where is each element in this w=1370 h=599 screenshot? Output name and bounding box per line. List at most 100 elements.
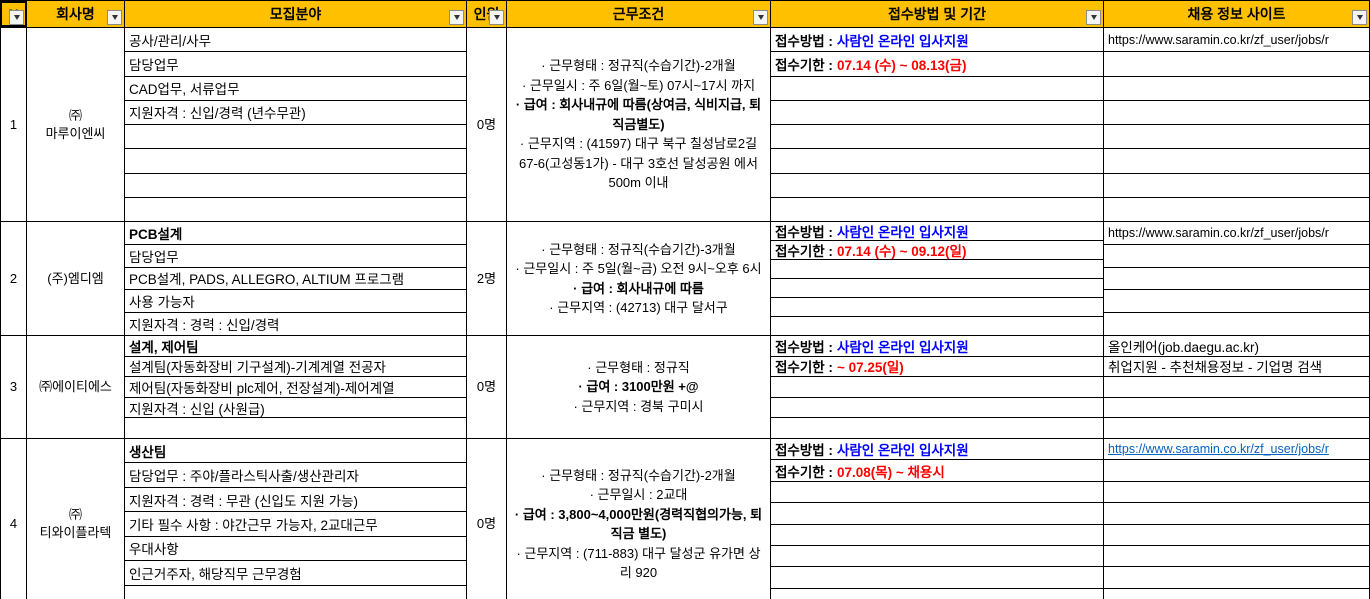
field-subcell-empty[interactable] [125,586,466,599]
cell-headcount[interactable]: 0명 [467,336,507,438]
job-site-name[interactable]: 올인케어(job.daegu.ac.kr) [1104,336,1369,357]
site-subcell-empty[interactable] [1104,482,1369,504]
apply-subcell-empty[interactable] [771,77,1103,101]
apply-subcell-empty[interactable] [771,101,1103,125]
field-subcell[interactable]: 제어팀(자동화장비 plc제어, 전장설계)-제어계열 [125,377,466,398]
field-subcell[interactable]: 지원자격 : 신입 (사원급) [125,398,466,419]
cell-company-name[interactable]: ㈜에이티에스 [27,336,125,438]
cell-company-name[interactable]: ㈜ 티와이플라텍 [27,439,125,599]
cell-company-name[interactable]: (주)엠디엠 [27,222,125,335]
apply-deadline-subcell[interactable]: 접수기한 : 07.14 (수) ~ 09.12(일) [771,241,1103,260]
apply-subcell-empty[interactable] [771,317,1103,335]
header-cell-field[interactable]: 모집분야 [125,1,467,27]
cell-row-number[interactable]: 3 [0,336,27,438]
field-subcell-empty[interactable] [125,418,466,438]
cell-work-conditions[interactable]: · 근무형태 : 정규직(수습기간)-2개월 · 근무일시 : 주 6일(월~토… [507,28,771,221]
job-site-url[interactable]: https://www.saramin.co.kr/zf_user/jobs/r [1104,28,1369,53]
field-subcell[interactable]: 지원자격 : 경력 : 신입/경력 [129,318,280,334]
site-subcell-empty[interactable] [1104,525,1369,546]
apply-subcell-empty[interactable] [771,149,1103,174]
site-subcell-empty[interactable] [1104,313,1369,335]
filter-button[interactable] [449,10,464,25]
field-subcell-title[interactable]: 설계, 제어팀 [125,336,466,357]
site-subcell-empty[interactable] [1104,52,1369,77]
site-subcell-empty[interactable] [1104,198,1369,221]
apply-subcell-empty[interactable] [771,525,1103,546]
header-cell-conditions[interactable]: 근무조건 [507,1,771,27]
apply-method-subcell[interactable]: 접수방법 : 사람인 온라인 입사지원 [771,336,1103,357]
field-subcell[interactable]: 지원자격 : 경력 : 무관 (신입도 지원 가능) [125,488,466,513]
apply-subcell-empty[interactable] [771,398,1103,419]
filter-button[interactable] [1086,10,1101,25]
apply-method-subcell[interactable]: 접수방법 : 사람인 온라인 입사지원 [771,222,1103,241]
apply-subcell-empty[interactable] [771,198,1103,221]
apply-subcell-empty[interactable] [771,418,1103,438]
apply-deadline-subcell[interactable]: 접수기한 : 07.08(목) ~ 채용시 [771,460,1103,482]
apply-subcell-empty[interactable] [771,260,1103,279]
site-subcell-empty[interactable] [1104,567,1369,589]
site-subcell-empty[interactable] [1104,398,1369,419]
cell-headcount[interactable]: 0명 [467,439,507,599]
cell-work-conditions[interactable]: · 근무형태 : 정규직(수습기간)-2개월 · 근무일시 : 2교대 · 급여… [507,439,771,599]
field-subcell[interactable]: PCB설계, PADS, ALLEGRO, ALTIUM 프로그램 [125,268,466,291]
site-subcell-empty[interactable] [1104,245,1369,268]
field-subcell[interactable]: 사용 가능자 [125,290,466,314]
cell-work-conditions[interactable]: · 근무형태 : 정규직 · 급여 : 3100만원 +@ · 근무지역 : 경… [507,336,771,438]
site-subcell-empty[interactable] [1104,125,1369,150]
header-cell-no[interactable]: N [0,1,27,27]
job-site-link[interactable]: https://www.saramin.co.kr/zf_user/jobs/r [1104,439,1369,461]
apply-subcell-empty[interactable] [771,482,1103,504]
job-site-url[interactable]: https://www.saramin.co.kr/zf_user/jobs/r [1104,222,1369,245]
field-subcell[interactable]: CAD업무, 서류업무 [125,77,466,101]
field-subcell-title[interactable]: 생산팀 [125,439,466,464]
apply-method-subcell[interactable]: 접수방법 : 사람인 온라인 입사지원 [771,439,1103,461]
filter-button[interactable] [753,10,768,25]
apply-subcell-empty[interactable] [771,298,1103,317]
apply-deadline-subcell[interactable]: 접수기한 : ~ 07.25(일) [771,357,1103,378]
site-subcell-empty[interactable] [1104,377,1369,398]
filter-button[interactable] [9,10,24,25]
field-subcell-empty[interactable] [125,174,466,198]
field-subcell[interactable]: 설계팀(자동화장비 기구설계)-기계계열 전공자 [125,357,466,378]
job-site-path[interactable]: 취업지원 - 추천채용정보 - 기업명 검색 [1104,357,1369,378]
site-subcell-empty[interactable] [1104,268,1369,291]
field-subcell[interactable]: 기타 필수 사항 : 야간근무 가능자, 2교대근무 [125,512,466,537]
field-subcell[interactable]: 담당업무 [125,245,466,268]
field-subcell[interactable]: 공사/관리/사무 [125,28,466,53]
apply-subcell-empty[interactable] [771,279,1103,298]
apply-subcell-empty[interactable] [771,377,1103,398]
site-subcell-empty[interactable] [1104,77,1369,101]
field-subcell[interactable]: 우대사항 [125,537,466,562]
cell-company-name[interactable]: ㈜ 마루이엔씨 [27,28,125,221]
site-subcell-empty[interactable] [1104,546,1369,568]
site-subcell-empty[interactable] [1104,503,1369,525]
cell-row-number[interactable]: 1 [0,28,27,221]
cell-row-number[interactable]: 2 [0,222,27,335]
header-cell-company[interactable]: 회사명 [27,1,125,27]
cell-row-number[interactable]: 4 [0,439,27,599]
field-subcell[interactable]: 담당업무 [125,52,466,77]
site-subcell-empty[interactable] [1104,418,1369,438]
site-subcell-empty[interactable] [1104,174,1369,198]
apply-method-subcell[interactable]: 접수방법 : 사람인 온라인 입사지원 [771,28,1103,53]
field-subcell[interactable]: 지원자격 : 신입/경력 (년수무관) [125,101,466,125]
cell-work-conditions[interactable]: · 근무형태 : 정규직(수습기간)-3개월 · 근무일시 : 주 5일(월~금… [507,222,771,335]
site-subcell-empty[interactable] [1104,149,1369,174]
apply-subcell-empty[interactable] [771,567,1103,589]
apply-subcell-empty[interactable] [771,503,1103,525]
field-subcell-empty[interactable] [125,149,466,174]
header-cell-count[interactable]: 인원 [467,1,507,27]
field-subcell-empty[interactable] [125,198,466,221]
field-subcell-empty[interactable] [125,125,466,150]
cell-headcount[interactable]: 2명 [467,222,507,335]
site-subcell-empty[interactable] [1104,101,1369,125]
field-subcell-title[interactable]: PCB설계 [125,222,466,245]
header-cell-site[interactable]: 채용 정보 사이트 [1104,1,1370,27]
site-subcell-empty[interactable] [1104,589,1369,599]
apply-subcell-empty[interactable] [771,174,1103,198]
apply-subcell-empty[interactable] [771,589,1103,599]
filter-button[interactable] [107,10,122,25]
filter-button[interactable] [1352,10,1367,25]
filter-button[interactable] [489,10,504,25]
header-cell-apply[interactable]: 접수방법 및 기간 [771,1,1104,27]
